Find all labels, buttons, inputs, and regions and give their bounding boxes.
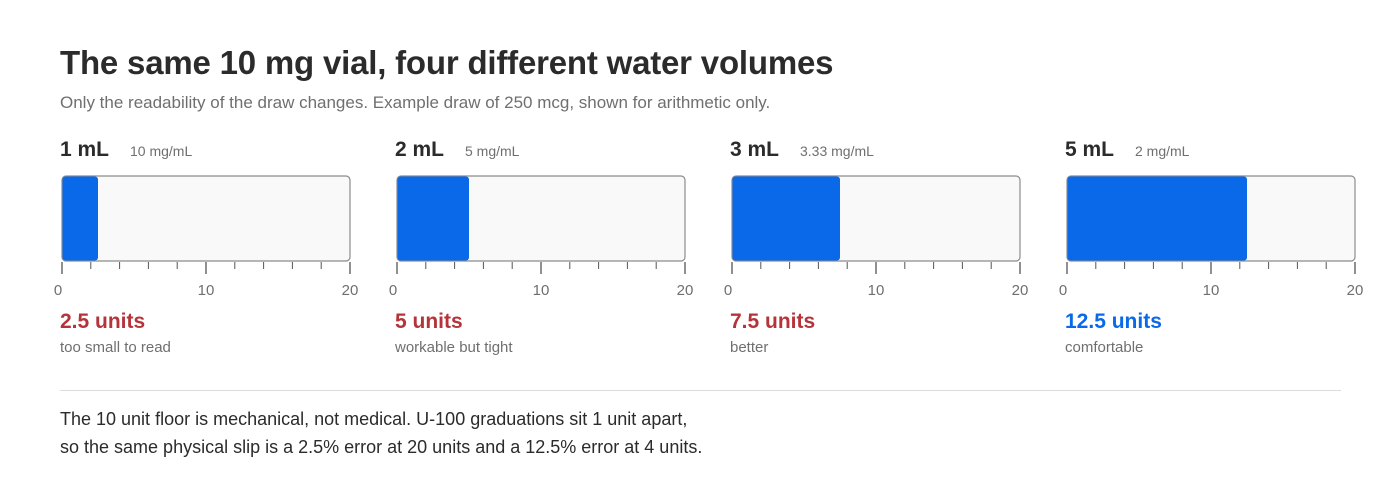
tick-label: 20 bbox=[677, 282, 694, 299]
tick-label: 20 bbox=[1012, 282, 1029, 299]
gauge-chart: 0 10 20 bbox=[389, 175, 693, 299]
tick-label: 20 bbox=[342, 282, 359, 299]
volume-label: 2 mL bbox=[395, 138, 445, 161]
volume-label: 5 mL bbox=[1065, 138, 1115, 161]
tick-label: 10 bbox=[1203, 282, 1220, 299]
tick-label: 10 bbox=[198, 282, 215, 299]
gauge-panel: 2 mL 5 mg/mL 0 10 20 5 units workable but tigh… bbox=[389, 136, 695, 366]
tick-label: 20 bbox=[1347, 282, 1364, 299]
tick-label: 10 bbox=[868, 282, 885, 299]
divider bbox=[60, 390, 1341, 391]
volume-label: 3 mL bbox=[730, 138, 780, 161]
value-label: 2.5 units bbox=[60, 310, 146, 333]
gauge-panel: 1 mL 10 mg/mL 0 10 20 2.5 units too small to r… bbox=[54, 136, 360, 366]
page-title: The same 10 mg vial, four different wate… bbox=[60, 44, 834, 81]
value-label: 12.5 units bbox=[1065, 310, 1162, 333]
footnote-line-2: so the same physical slip is a 2.5% erro… bbox=[60, 437, 703, 457]
readability-note: too small to read bbox=[60, 339, 171, 356]
readability-note: better bbox=[730, 339, 769, 356]
gauge-track bbox=[61, 175, 351, 262]
tick-label: 0 bbox=[389, 282, 397, 299]
tick-label: 0 bbox=[54, 282, 62, 299]
readability-note: comfortable bbox=[1065, 339, 1144, 356]
tick-label: 10 bbox=[533, 282, 550, 299]
gauge-fill-bar bbox=[397, 176, 469, 261]
volume-label: 1 mL bbox=[60, 138, 110, 161]
gauge-chart: 0 10 20 bbox=[1059, 175, 1363, 299]
gauge-panel: 5 mL 2 mg/mL 0 10 20 12.5 units comfortable bbox=[1059, 136, 1365, 366]
concentration-label: 3.33 mg/mL bbox=[800, 143, 874, 159]
concentration-label: 2 mg/mL bbox=[1135, 143, 1190, 159]
gauge-fill-bar bbox=[1067, 176, 1247, 261]
gauge-fill-bar bbox=[732, 176, 840, 261]
readability-note: workable but tight bbox=[395, 339, 513, 356]
tick-label: 0 bbox=[724, 282, 732, 299]
tick-label: 0 bbox=[1059, 282, 1067, 299]
page-subtitle: Only the readability of the draw changes… bbox=[60, 93, 771, 112]
concentration-label: 5 mg/mL bbox=[465, 143, 520, 159]
gauge-chart: 0 10 20 bbox=[724, 175, 1028, 299]
gauge-fill-bar bbox=[62, 176, 98, 261]
value-label: 7.5 units bbox=[730, 310, 816, 333]
footnote-line-1: The 10 unit floor is mechanical, not med… bbox=[60, 409, 688, 429]
value-label: 5 units bbox=[395, 310, 463, 333]
gauge-panel: 3 mL 3.33 mg/mL 0 10 20 7.5 units better bbox=[724, 136, 1030, 366]
gauge-chart: 0 10 20 bbox=[54, 175, 358, 299]
concentration-label: 10 mg/mL bbox=[130, 143, 193, 159]
